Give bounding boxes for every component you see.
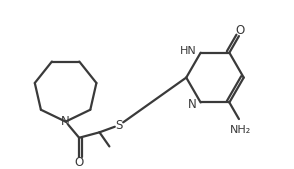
Text: O: O: [74, 156, 84, 169]
Text: HN: HN: [180, 46, 197, 56]
Text: N: N: [61, 115, 70, 128]
Text: NH₂: NH₂: [230, 125, 251, 135]
Text: S: S: [116, 119, 123, 132]
Text: O: O: [235, 24, 245, 37]
Text: N: N: [188, 98, 197, 111]
